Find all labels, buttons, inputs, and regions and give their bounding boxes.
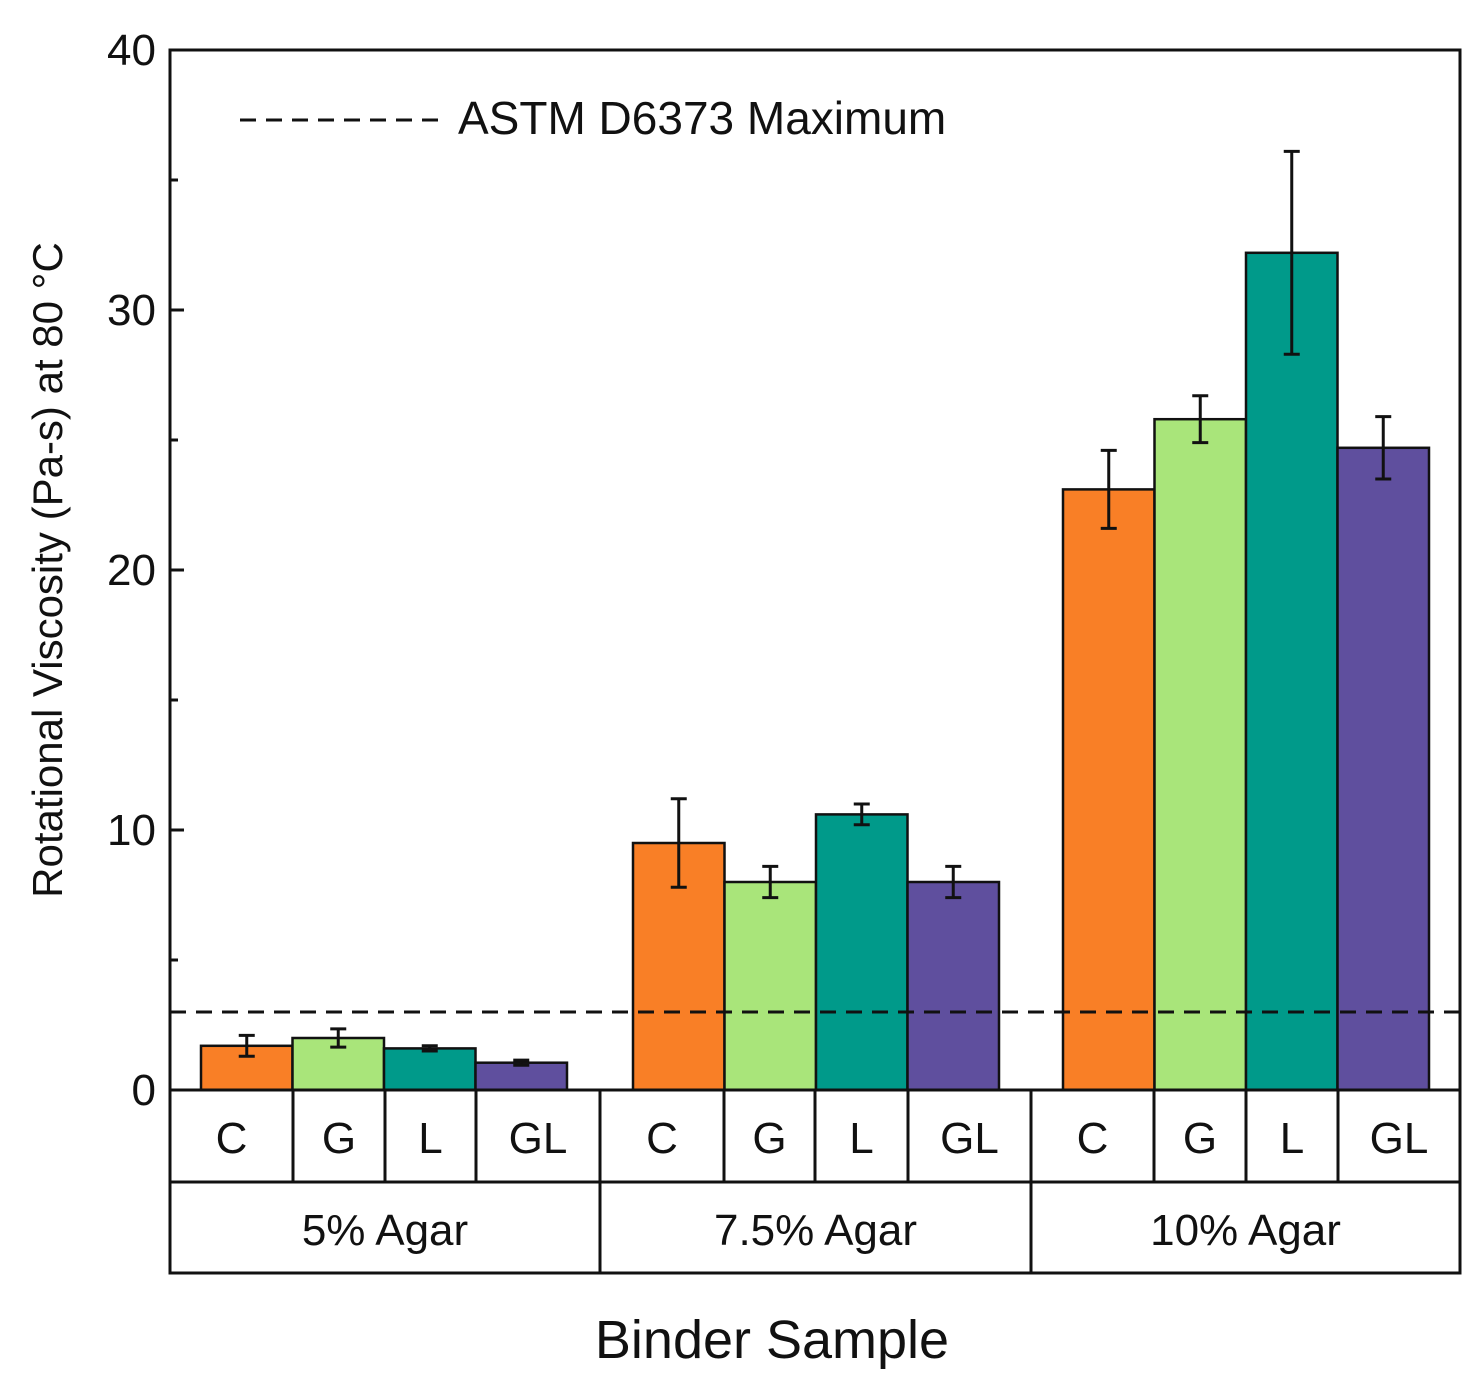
category-label: C <box>216 1114 248 1163</box>
category-label: L <box>1280 1114 1304 1163</box>
category-label: L <box>849 1114 873 1163</box>
x-axis-title: Binder Sample <box>595 1310 949 1370</box>
category-label: GL <box>1370 1114 1429 1163</box>
y-tick-label: 40 <box>107 26 156 75</box>
category-label: G <box>322 1114 356 1163</box>
y-axis-title: Rotational Viscosity (Pa-s) at 80 °C <box>24 242 71 898</box>
bar-l-2 <box>814 813 909 1092</box>
bar-l-1 <box>382 1047 477 1092</box>
category-label: G <box>1183 1114 1217 1163</box>
category-label: C <box>1077 1114 1109 1163</box>
group-label: 10% Agar <box>1150 1206 1341 1255</box>
y-tick-label: 0 <box>132 1066 156 1115</box>
group-label: 7.5% Agar <box>714 1206 917 1255</box>
bar-gl-3 <box>1336 446 1431 1092</box>
error-bars <box>238 149 1392 1067</box>
y-tick-label: 30 <box>107 286 156 335</box>
group-label: 5% Agar <box>302 1206 468 1255</box>
y-tick-label: 10 <box>107 806 156 855</box>
category-label: G <box>752 1114 786 1163</box>
category-label: C <box>646 1114 678 1163</box>
category-label: GL <box>509 1114 568 1163</box>
y-tick-label: 20 <box>107 546 156 595</box>
category-label: GL <box>940 1114 999 1163</box>
y-axis: 0 10 20 30 40 <box>107 26 184 1115</box>
bar-l-3 <box>1244 251 1339 1092</box>
bar-gl-2 <box>906 880 1001 1092</box>
bar-g-2 <box>723 880 818 1092</box>
legend-label: ASTM D6373 Maximum <box>458 92 946 144</box>
category-label: L <box>418 1114 442 1163</box>
bar-g-3 <box>1153 417 1248 1092</box>
bar-c-3 <box>1061 488 1156 1092</box>
bars <box>199 251 1431 1092</box>
